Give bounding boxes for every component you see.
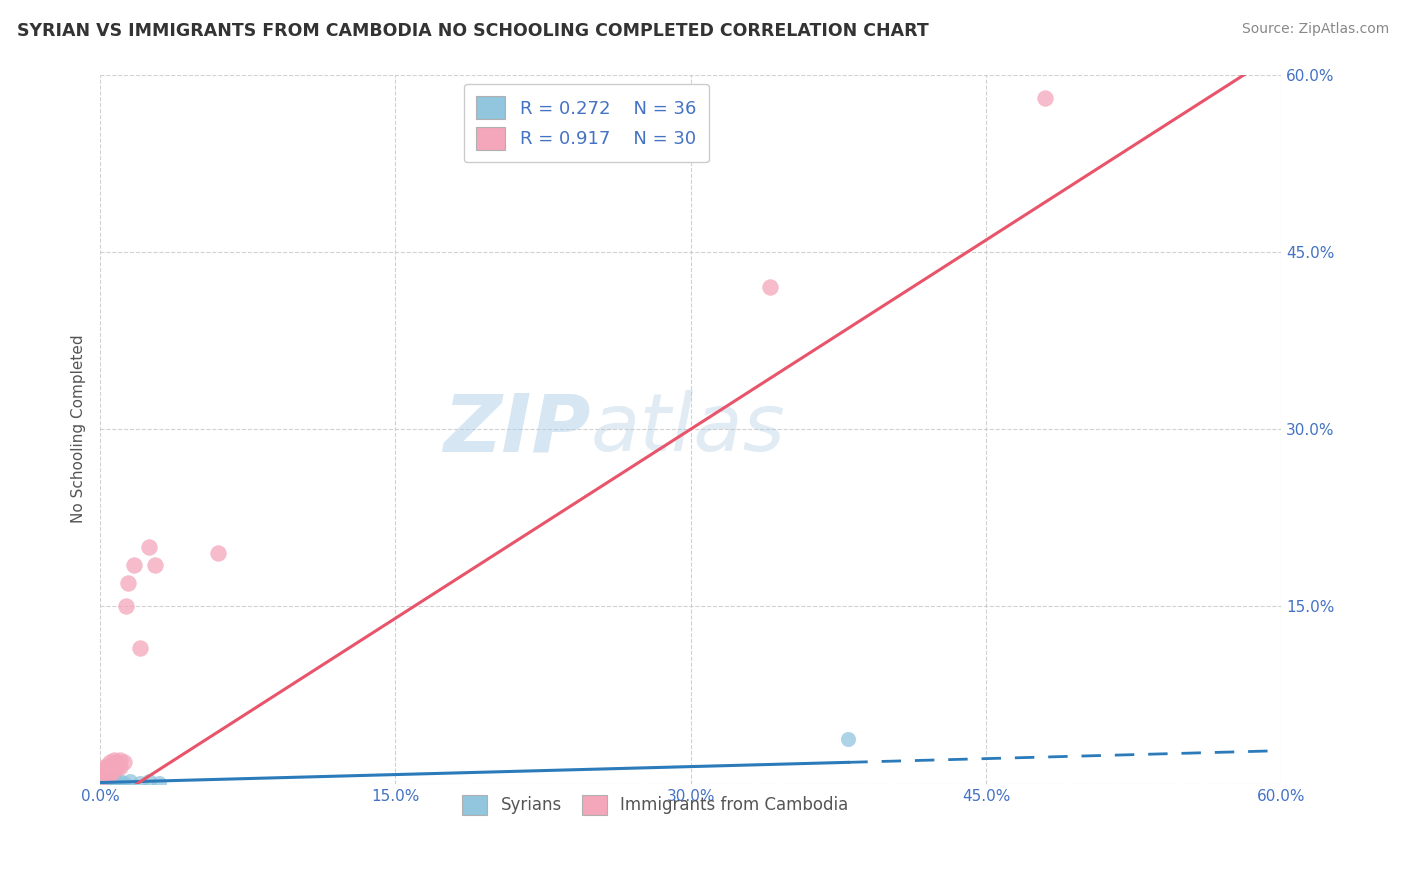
Point <box>93 773 115 788</box>
Point <box>97 773 120 788</box>
Point <box>91 775 114 789</box>
Point <box>91 774 114 789</box>
Point <box>122 558 145 572</box>
Point <box>101 764 124 779</box>
Point <box>143 558 166 572</box>
Text: Source: ZipAtlas.com: Source: ZipAtlas.com <box>1241 22 1389 37</box>
Point <box>112 756 135 770</box>
Point <box>104 761 127 775</box>
Point <box>98 775 121 789</box>
Point <box>93 774 115 789</box>
Y-axis label: No Schooling Completed: No Schooling Completed <box>72 334 86 524</box>
Point <box>107 759 129 773</box>
Text: atlas: atlas <box>591 390 785 468</box>
Point <box>837 731 859 746</box>
Point <box>138 541 160 555</box>
Point <box>114 599 136 614</box>
Point <box>93 775 115 789</box>
Point <box>108 760 131 774</box>
Point <box>101 757 124 772</box>
Point <box>117 575 139 590</box>
Point <box>98 756 121 770</box>
Point <box>91 774 114 789</box>
Point <box>93 761 115 775</box>
Point <box>97 774 120 789</box>
Point <box>98 773 121 788</box>
Point <box>103 753 125 767</box>
Point <box>93 774 115 789</box>
Point <box>94 775 117 789</box>
Legend: Syrians, Immigrants from Cambodia: Syrians, Immigrants from Cambodia <box>453 785 859 825</box>
Point <box>89 775 111 789</box>
Point <box>118 774 141 789</box>
Point <box>98 774 121 789</box>
Text: ZIP: ZIP <box>443 390 591 468</box>
Point <box>97 766 120 780</box>
Point <box>91 775 114 789</box>
Text: SYRIAN VS IMMIGRANTS FROM CAMBODIA NO SCHOOLING COMPLETED CORRELATION CHART: SYRIAN VS IMMIGRANTS FROM CAMBODIA NO SC… <box>17 22 928 40</box>
Point <box>91 773 114 788</box>
Point <box>104 774 127 789</box>
Point <box>103 763 125 777</box>
Point <box>138 774 160 789</box>
Point <box>94 773 117 788</box>
Point <box>104 756 127 770</box>
Point <box>758 280 780 294</box>
Point <box>98 768 121 782</box>
Point <box>91 771 114 785</box>
Point <box>91 775 114 789</box>
Point <box>93 775 115 789</box>
Point <box>207 546 229 560</box>
Point <box>128 640 150 655</box>
Point <box>93 773 115 788</box>
Point <box>94 763 117 777</box>
Point <box>101 774 124 789</box>
Point <box>112 775 135 789</box>
Point <box>103 774 125 789</box>
Point <box>97 774 120 789</box>
Point <box>104 775 127 789</box>
Point <box>101 775 124 789</box>
Point <box>93 764 115 779</box>
Point <box>94 759 117 773</box>
Point <box>97 760 120 774</box>
Point <box>94 775 117 789</box>
Point <box>98 763 121 777</box>
Point <box>97 775 120 789</box>
Point <box>1033 91 1056 105</box>
Point <box>94 774 117 789</box>
Point <box>128 775 150 789</box>
Point <box>108 774 131 789</box>
Point <box>94 767 117 781</box>
Point <box>148 775 170 789</box>
Point <box>108 753 131 767</box>
